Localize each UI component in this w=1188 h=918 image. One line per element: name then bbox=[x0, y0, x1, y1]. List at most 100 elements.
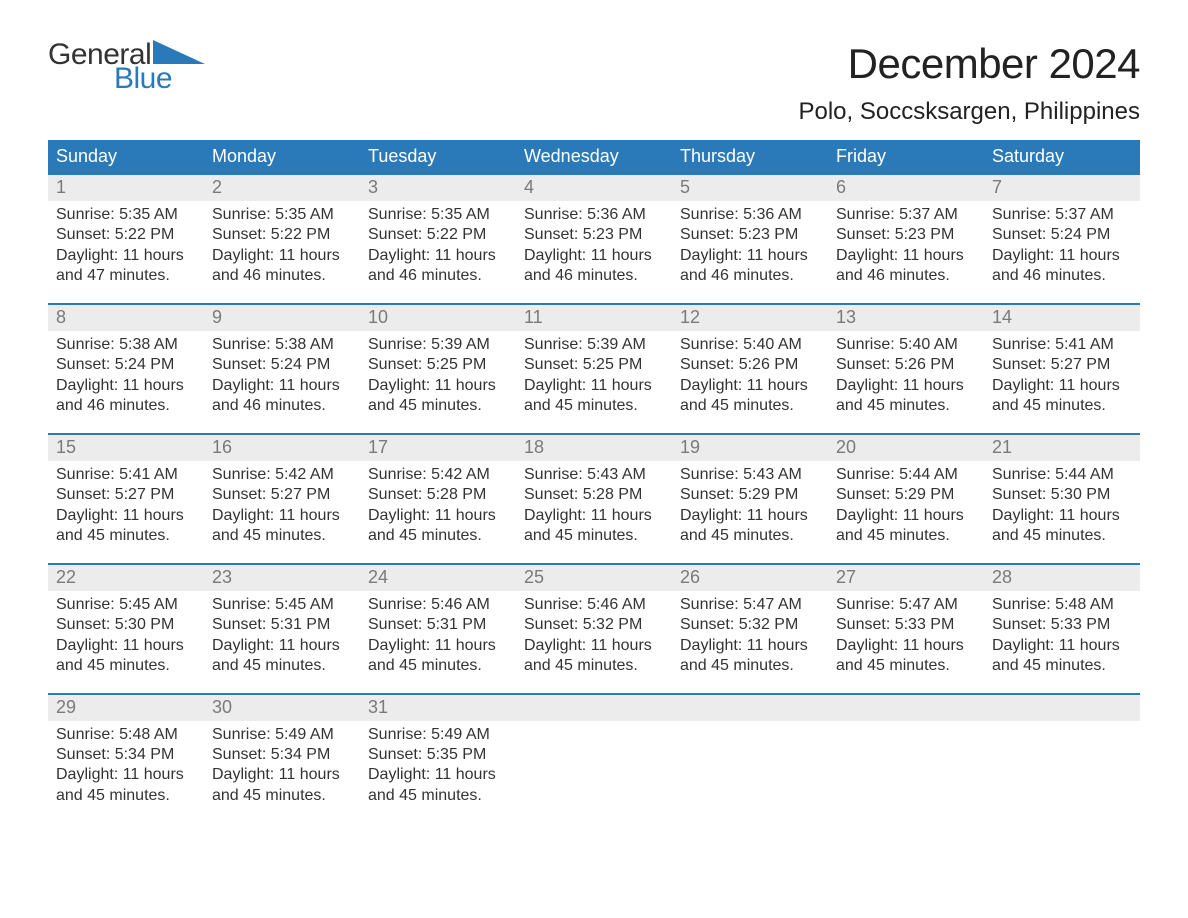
day-day1: Daylight: 11 hours bbox=[992, 636, 1132, 656]
day-day1: Daylight: 11 hours bbox=[836, 376, 976, 396]
day-sunrise: Sunrise: 5:42 AM bbox=[368, 465, 508, 485]
day-sunrise: Sunrise: 5:39 AM bbox=[368, 335, 508, 355]
day-number: 26 bbox=[672, 565, 828, 591]
day-day2: and 46 minutes. bbox=[680, 266, 820, 286]
day-number: 8 bbox=[48, 305, 204, 331]
day-cell: Sunrise: 5:38 AMSunset: 5:24 PMDaylight:… bbox=[48, 331, 204, 417]
day-cell: Sunrise: 5:42 AMSunset: 5:27 PMDaylight:… bbox=[204, 461, 360, 547]
day-number: 20 bbox=[828, 435, 984, 461]
day-day2: and 45 minutes. bbox=[836, 656, 976, 676]
day-sunset: Sunset: 5:24 PM bbox=[56, 355, 196, 375]
day-day2: and 45 minutes. bbox=[524, 396, 664, 416]
day-number: 30 bbox=[204, 695, 360, 721]
day-cell: Sunrise: 5:40 AMSunset: 5:26 PMDaylight:… bbox=[672, 331, 828, 417]
day-day1: Daylight: 11 hours bbox=[680, 376, 820, 396]
day-number: 10 bbox=[360, 305, 516, 331]
day-day1: Daylight: 11 hours bbox=[836, 506, 976, 526]
daynum-row: 891011121314 bbox=[48, 305, 1140, 331]
day-cell bbox=[984, 721, 1140, 807]
day-day2: and 45 minutes. bbox=[680, 396, 820, 416]
day-number: 11 bbox=[516, 305, 672, 331]
day-day2: and 45 minutes. bbox=[992, 396, 1132, 416]
day-cell: Sunrise: 5:43 AMSunset: 5:28 PMDaylight:… bbox=[516, 461, 672, 547]
day-sunset: Sunset: 5:33 PM bbox=[836, 615, 976, 635]
day-cell: Sunrise: 5:47 AMSunset: 5:33 PMDaylight:… bbox=[828, 591, 984, 677]
day-number: 14 bbox=[984, 305, 1140, 331]
day-sunset: Sunset: 5:32 PM bbox=[680, 615, 820, 635]
weekday-header: Sunday bbox=[48, 140, 204, 175]
weekday-header: Tuesday bbox=[360, 140, 516, 175]
day-number: 21 bbox=[984, 435, 1140, 461]
day-day2: and 45 minutes. bbox=[836, 396, 976, 416]
day-day1: Daylight: 11 hours bbox=[56, 636, 196, 656]
day-cell: Sunrise: 5:35 AMSunset: 5:22 PMDaylight:… bbox=[360, 201, 516, 287]
day-sunset: Sunset: 5:22 PM bbox=[368, 225, 508, 245]
weekday-header-row: Sunday Monday Tuesday Wednesday Thursday… bbox=[48, 140, 1140, 175]
day-number: 5 bbox=[672, 175, 828, 201]
day-day2: and 45 minutes. bbox=[56, 656, 196, 676]
day-day1: Daylight: 11 hours bbox=[368, 636, 508, 656]
day-sunset: Sunset: 5:30 PM bbox=[56, 615, 196, 635]
day-day2: and 45 minutes. bbox=[56, 526, 196, 546]
day-day2: and 45 minutes. bbox=[368, 656, 508, 676]
day-number: 12 bbox=[672, 305, 828, 331]
day-cell: Sunrise: 5:46 AMSunset: 5:32 PMDaylight:… bbox=[516, 591, 672, 677]
day-sunrise: Sunrise: 5:46 AM bbox=[524, 595, 664, 615]
day-day1: Daylight: 11 hours bbox=[212, 636, 352, 656]
day-sunrise: Sunrise: 5:41 AM bbox=[992, 335, 1132, 355]
day-cell: Sunrise: 5:40 AMSunset: 5:26 PMDaylight:… bbox=[828, 331, 984, 417]
day-sunset: Sunset: 5:25 PM bbox=[368, 355, 508, 375]
day-sunrise: Sunrise: 5:39 AM bbox=[524, 335, 664, 355]
week-body-row: Sunrise: 5:48 AMSunset: 5:34 PMDaylight:… bbox=[48, 721, 1140, 807]
day-day1: Daylight: 11 hours bbox=[680, 506, 820, 526]
day-day1: Daylight: 11 hours bbox=[992, 506, 1132, 526]
day-number: 9 bbox=[204, 305, 360, 331]
day-sunrise: Sunrise: 5:36 AM bbox=[680, 205, 820, 225]
day-sunrise: Sunrise: 5:49 AM bbox=[212, 725, 352, 745]
day-number: 1 bbox=[48, 175, 204, 201]
day-day2: and 46 minutes. bbox=[836, 266, 976, 286]
day-sunset: Sunset: 5:35 PM bbox=[368, 745, 508, 765]
day-day1: Daylight: 11 hours bbox=[56, 246, 196, 266]
weekday-header: Monday bbox=[204, 140, 360, 175]
day-day2: and 45 minutes. bbox=[368, 786, 508, 806]
day-sunset: Sunset: 5:34 PM bbox=[212, 745, 352, 765]
day-number: 27 bbox=[828, 565, 984, 591]
day-day1: Daylight: 11 hours bbox=[56, 376, 196, 396]
day-sunset: Sunset: 5:26 PM bbox=[836, 355, 976, 375]
day-day1: Daylight: 11 hours bbox=[212, 376, 352, 396]
day-cell: Sunrise: 5:39 AMSunset: 5:25 PMDaylight:… bbox=[360, 331, 516, 417]
day-day1: Daylight: 11 hours bbox=[212, 246, 352, 266]
month-title: December 2024 bbox=[798, 40, 1140, 88]
day-number: 3 bbox=[360, 175, 516, 201]
day-sunset: Sunset: 5:31 PM bbox=[368, 615, 508, 635]
day-number: 15 bbox=[48, 435, 204, 461]
day-sunset: Sunset: 5:27 PM bbox=[212, 485, 352, 505]
day-sunset: Sunset: 5:27 PM bbox=[992, 355, 1132, 375]
day-cell: Sunrise: 5:36 AMSunset: 5:23 PMDaylight:… bbox=[516, 201, 672, 287]
day-day2: and 45 minutes. bbox=[212, 786, 352, 806]
day-day2: and 45 minutes. bbox=[992, 656, 1132, 676]
day-day1: Daylight: 11 hours bbox=[56, 765, 196, 785]
day-day2: and 46 minutes. bbox=[212, 396, 352, 416]
day-cell: Sunrise: 5:45 AMSunset: 5:31 PMDaylight:… bbox=[204, 591, 360, 677]
day-sunset: Sunset: 5:31 PM bbox=[212, 615, 352, 635]
logo-text-blue: Blue bbox=[114, 64, 205, 94]
day-sunset: Sunset: 5:33 PM bbox=[992, 615, 1132, 635]
day-day2: and 45 minutes. bbox=[212, 656, 352, 676]
day-cell: Sunrise: 5:41 AMSunset: 5:27 PMDaylight:… bbox=[48, 461, 204, 547]
day-cell bbox=[516, 721, 672, 807]
day-day1: Daylight: 11 hours bbox=[56, 506, 196, 526]
day-cell: Sunrise: 5:36 AMSunset: 5:23 PMDaylight:… bbox=[672, 201, 828, 287]
day-sunrise: Sunrise: 5:47 AM bbox=[680, 595, 820, 615]
day-sunrise: Sunrise: 5:46 AM bbox=[368, 595, 508, 615]
day-sunset: Sunset: 5:28 PM bbox=[368, 485, 508, 505]
day-cell: Sunrise: 5:48 AMSunset: 5:33 PMDaylight:… bbox=[984, 591, 1140, 677]
day-number: 13 bbox=[828, 305, 984, 331]
day-day2: and 45 minutes. bbox=[524, 656, 664, 676]
day-cell: Sunrise: 5:45 AMSunset: 5:30 PMDaylight:… bbox=[48, 591, 204, 677]
day-cell: Sunrise: 5:49 AMSunset: 5:35 PMDaylight:… bbox=[360, 721, 516, 807]
day-number: 19 bbox=[672, 435, 828, 461]
day-sunset: Sunset: 5:32 PM bbox=[524, 615, 664, 635]
day-cell: Sunrise: 5:49 AMSunset: 5:34 PMDaylight:… bbox=[204, 721, 360, 807]
